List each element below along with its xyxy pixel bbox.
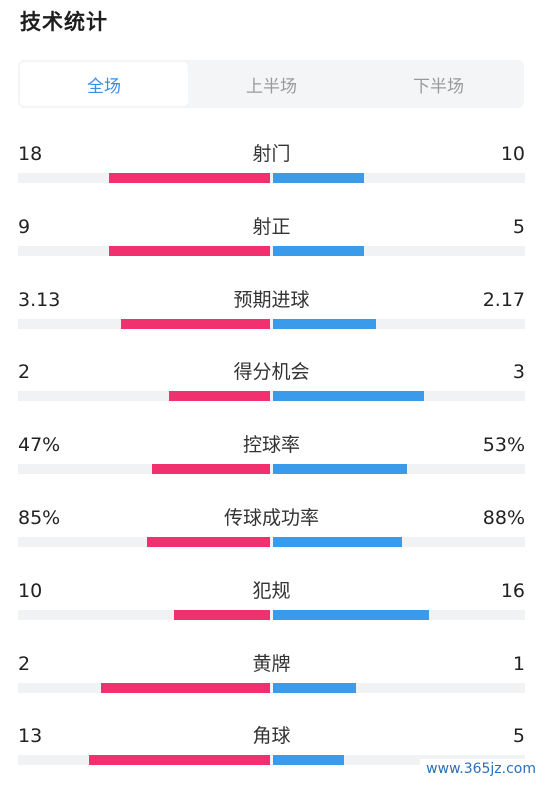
away-bar: [272, 173, 364, 183]
tab-first-half[interactable]: 上半场: [246, 76, 297, 97]
away-bar: [272, 609, 429, 620]
away-value: 5: [512, 215, 525, 238]
home-bar: [168, 391, 270, 402]
home-value: 9: [18, 215, 31, 238]
away-value: 1: [512, 652, 525, 675]
stat-row: 18 射门 10: [18, 143, 525, 203]
period-tabs: 全场 上半场 下半场: [18, 60, 524, 108]
home-value: 47%: [18, 434, 61, 457]
away-value: 2.17: [482, 288, 525, 311]
stat-bar-track: [18, 755, 525, 766]
home-value: 13: [18, 725, 43, 748]
tab-full-match[interactable]: 全场: [20, 62, 188, 106]
away-bar: [272, 464, 407, 475]
stat-label: 得分机会: [233, 361, 310, 384]
stat-label: 预期进球: [233, 288, 310, 311]
home-bar: [146, 537, 270, 547]
stat-label: 黄牌: [252, 652, 291, 675]
away-value: 53%: [482, 434, 525, 457]
home-value: 18: [18, 143, 43, 165]
home-bar: [108, 245, 270, 256]
stat-row: 13 角球 5: [18, 725, 525, 785]
stat-label: 射正: [252, 215, 291, 238]
away-bar: [272, 318, 376, 329]
stat-label: 控球率: [242, 434, 300, 457]
home-bar: [151, 464, 270, 475]
stat-row: 85% 传球成功率 88%: [18, 507, 525, 567]
tab-second-half[interactable]: 下半场: [413, 76, 464, 97]
home-value: 2: [18, 361, 31, 384]
stat-row: 2 黄牌 1: [18, 653, 525, 713]
stat-label: 射门: [252, 143, 291, 165]
home-value: 10: [18, 579, 43, 602]
stat-bar-track: [18, 391, 525, 402]
stat-label: 角球: [252, 725, 291, 748]
stat-bar-track: [18, 537, 525, 547]
home-bar: [173, 609, 270, 620]
away-bar: [272, 682, 356, 693]
away-bar: [272, 537, 402, 547]
stat-row: 10 犯规 16: [18, 580, 525, 640]
watermark: www.365jz.com: [420, 759, 542, 779]
stat-bar-track: [18, 173, 525, 183]
stat-bar-track: [18, 464, 525, 475]
away-value: 3: [512, 361, 525, 384]
away-value: 16: [500, 579, 525, 602]
stat-bar-track: [18, 609, 525, 620]
home-value: 85%: [18, 507, 61, 529]
stat-label: 传球成功率: [223, 507, 319, 529]
stat-row: 2 得分机会 3: [18, 361, 525, 421]
home-value: 3.13: [18, 288, 61, 311]
away-bar: [272, 245, 364, 256]
home-bar: [100, 682, 270, 693]
away-value: 5: [512, 725, 525, 748]
away-value: 88%: [482, 507, 525, 529]
stat-bar-track: [18, 245, 525, 256]
page-title: 技术统计: [20, 10, 108, 34]
stat-row: 47% 控球率 53%: [18, 434, 525, 494]
home-value: 2: [18, 652, 31, 675]
home-bar: [88, 755, 270, 766]
stat-bar-track: [18, 682, 525, 693]
stat-row: 9 射正 5: [18, 216, 525, 276]
away-bar: [272, 755, 344, 766]
stat-label: 犯规: [252, 579, 291, 602]
away-value: 10: [500, 143, 525, 165]
away-bar: [272, 391, 424, 402]
stat-bar-track: [18, 318, 525, 329]
home-bar: [120, 318, 270, 329]
stat-row: 3.13 预期进球 2.17: [18, 289, 525, 349]
home-bar: [108, 173, 270, 183]
